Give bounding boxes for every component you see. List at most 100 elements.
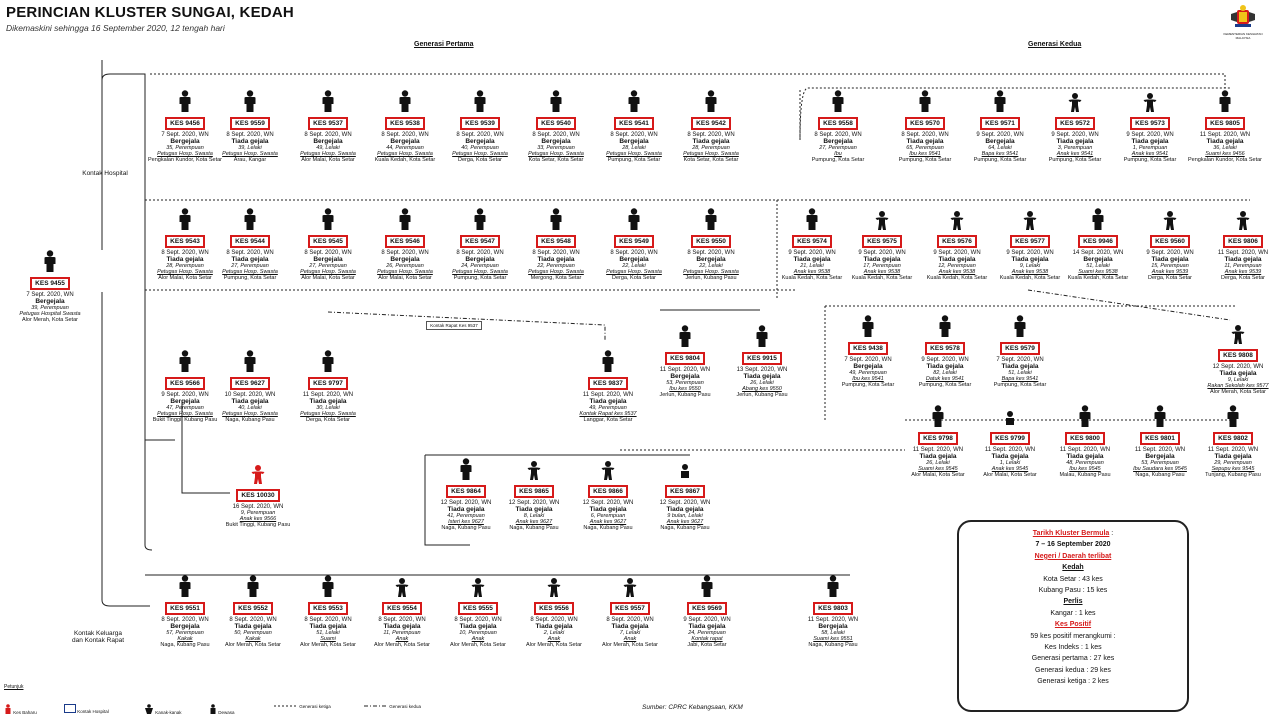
- case-node[interactable]: KES 9569 9 Sept. 2020, WN Tiada gejala 24, …: [657, 575, 757, 649]
- case-node[interactable]: KES 9537 8 Sept. 2020, WN Bergejala 49, Lel…: [278, 90, 378, 164]
- case-node[interactable]: KES 9571 9 Sept. 2020, WN Bergejala 64, Lel…: [950, 90, 1050, 164]
- case-node[interactable]: KES 10030 16 Sept. 2020, WN 9, Perempuan An…: [208, 462, 308, 529]
- case-date: 7 Sept. 2020, WN: [161, 132, 209, 138]
- case-node[interactable]: KES 9574 9 Sept. 2020, WN Tiada gejala 21, …: [762, 208, 862, 282]
- case-node[interactable]: KES 9538 8 Sept. 2020, WN Bergejala 44, Per…: [355, 90, 455, 164]
- case-node[interactable]: KES 9570 8 Sept. 2020, WN Tiada gejala 65, …: [875, 90, 975, 164]
- adult-icon: [244, 350, 256, 372]
- case-node[interactable]: KES 9806 11 Sept. 2020, WN Tiada gejala 11,…: [1193, 208, 1280, 282]
- case-node[interactable]: KES 9801 11 Sept. 2020, WN Bergejala 53, Pe…: [1110, 405, 1210, 479]
- case-info: 9, Lelaki: [1227, 377, 1249, 383]
- adult-icon: [179, 208, 191, 230]
- case-node[interactable]: KES 9576 9 Sept. 2020, WN Tiada gejala 12, …: [907, 208, 1007, 282]
- child-icon: [471, 578, 485, 597]
- case-node[interactable]: KES 9456 7 Sept. 2020, WN Bergejala 35, Per…: [135, 90, 235, 164]
- case-node[interactable]: KES 9547 8 Sept. 2020, WN Bergejala 24, Per…: [430, 208, 530, 282]
- case-info: 27, Perempuan: [309, 263, 347, 269]
- case-node[interactable]: KES 9946 14 Sept. 2020, WN Bergejala 51, Le…: [1048, 208, 1148, 282]
- case-node[interactable]: KES 9578 9 Sept. 2020, WN Tiada gejala 82, …: [895, 315, 995, 389]
- case-node[interactable]: KES 9558 8 Sept. 2020, WN Bergejala 27, Per…: [788, 90, 888, 164]
- case-node[interactable]: KES 9802 11 Sept. 2020, WN Tiada gejala 29,…: [1183, 405, 1280, 479]
- case-node[interactable]: KES 9560 9 Sept. 2020, WN Tiada gejala 15, …: [1120, 208, 1220, 282]
- case-location: Malau, Kubang Pasu: [1059, 472, 1111, 478]
- case-node[interactable]: KES 9546 8 Sept. 2020, WN Bergejala 26, Per…: [355, 208, 455, 282]
- case-node[interactable]: KES 9577 9 Sept. 2020, WN Tiada gejala 9, L…: [980, 208, 1080, 282]
- case-status: Tiada gejala: [515, 506, 553, 513]
- case-info: 17, Perempuan: [863, 263, 901, 269]
- case-node[interactable]: KES 9808 12 Sept. 2020, WN Tiada gejala 9, …: [1188, 322, 1280, 396]
- case-node[interactable]: KES 9837 11 Sept. 2020, WN Tiada gejala 49,…: [558, 350, 658, 424]
- case-node[interactable]: KES 9548 8 Sept. 2020, WN Tiada gejala 22, …: [506, 208, 606, 282]
- case-label: KES 9570: [905, 117, 945, 130]
- case-node[interactable]: KES 9554 8 Sept. 2020, WN Tiada gejala 11, …: [352, 575, 452, 649]
- case-relation: Suami kes 9545: [918, 466, 958, 472]
- case-node[interactable]: KES 9867 12 Sept. 2020, WN Tiada gejala 9 b…: [635, 458, 735, 532]
- case-location: Kuala Kedah, Kota Setar: [851, 275, 913, 281]
- case-location: Jerlun, Kubang Pasu: [685, 275, 737, 281]
- case-relation: Anak kes 9538: [863, 269, 901, 275]
- case-node[interactable]: KES 9798 11 Sept. 2020, WN Tiada gejala 26,…: [888, 405, 988, 479]
- case-node[interactable]: KES 9559 8 Sept. 2020, WN Tiada gejala 39, …: [200, 90, 300, 164]
- case-date: 8 Sept. 2020, WN: [226, 132, 274, 138]
- child-icon: [601, 461, 615, 480]
- case-status: Bergejala: [985, 138, 1015, 145]
- case-relation: Kontak rapat: [691, 636, 723, 642]
- case-node[interactable]: KES 9803 11 Sept. 2020, WN Bergejala 58, Le…: [783, 575, 883, 649]
- case-date: 8 Sept. 2020, WN: [814, 132, 862, 138]
- case-node[interactable]: KES 9552 8 Sept. 2020, WN Tiada gejala 50, …: [203, 575, 303, 649]
- case-date: 8 Sept. 2020, WN: [606, 617, 654, 623]
- case-node[interactable]: KES 9542 8 Sept. 2020, WN Tiada gejala 28, …: [661, 90, 761, 164]
- case-date: 8 Sept. 2020, WN: [161, 617, 209, 623]
- case-node[interactable]: KES 9438 7 Sept. 2020, WN Bergejala 49, Per…: [818, 315, 918, 389]
- case-node[interactable]: KES 9540 8 Sept. 2020, WN Bergejala 33, Per…: [506, 90, 606, 164]
- case-node[interactable]: KES 9800 11 Sept. 2020, WN Tiada gejala 48,…: [1035, 405, 1135, 479]
- case-label: KES 9554: [382, 602, 422, 615]
- case-node[interactable]: KES 9864 12 Sept. 2020, WN Tiada gejala 41,…: [416, 458, 516, 532]
- case-node[interactable]: KES 9865 12 Sept. 2020, WN Tiada gejala 8, …: [484, 458, 584, 532]
- case-node[interactable]: KES 9557 8 Sept. 2020, WN Tiada gejala 7, L…: [580, 575, 680, 649]
- case-label: KES 9572: [1055, 117, 1095, 130]
- case-status: Bergejala: [1083, 256, 1113, 263]
- case-node[interactable]: KES 9556 8 Sept. 2020, WN Tiada gejala 2, L…: [504, 575, 604, 649]
- case-date: 11 Sept. 2020, WN: [659, 367, 711, 373]
- case-node[interactable]: KES 9541 8 Sept. 2020, WN Bergejala 28, Lel…: [584, 90, 684, 164]
- index-case-node[interactable]: KES 9455 7 Sept. 2020, WN Bergejala 39, …: [0, 250, 100, 324]
- case-status: Tiada gejala: [938, 256, 976, 263]
- case-label: KES 9837: [588, 377, 628, 390]
- case-node[interactable]: KES 9575 9 Sept. 2020, WN Tiada gejala 17, …: [832, 208, 932, 282]
- case-node[interactable]: KES 9553 8 Sept. 2020, WN Tiada gejala 51, …: [278, 575, 378, 649]
- case-node[interactable]: KES 9799 11 Sept. 2020, WN Tiada gejala 1, …: [960, 405, 1060, 479]
- case-relation: Petugas Hosp. Swasta: [157, 269, 213, 275]
- adult-icon: [939, 315, 951, 337]
- case-node[interactable]: KES 9573 9 Sept. 2020, WN Tiada gejala 1, P…: [1100, 90, 1200, 164]
- case-relation: Anak kes 9566: [239, 516, 277, 522]
- case-location: Pumpung, Kota Setar: [811, 157, 865, 163]
- case-node[interactable]: KES 9543 8 Sept. 2020, WN Tiada gejala 28, …: [135, 208, 235, 282]
- case-status: Tiada gejala: [1131, 138, 1169, 145]
- case-node[interactable]: KES 9804 11 Sept. 2020, WN Bergejala 53, Pe…: [635, 325, 735, 399]
- case-status: Tiada gejala: [611, 623, 649, 630]
- case-date: 11 Sept. 2020, WN: [1199, 132, 1251, 138]
- summary-kedah-line2: Kubang Pasu : 15 kes: [1038, 587, 1108, 595]
- case-node[interactable]: KES 9866 12 Sept. 2020, WN Tiada gejala 6, …: [558, 458, 658, 532]
- case-node[interactable]: KES 9579 7 Sept. 2020, WN Tiada gejala 51, …: [970, 315, 1070, 389]
- case-node[interactable]: KES 9797 11 Sept. 2020, WN Tiada gejala 30,…: [278, 350, 378, 424]
- case-node[interactable]: KES 9544 8 Sept. 2020, WN Tiada gejala 27, …: [200, 208, 300, 282]
- case-node[interactable]: KES 9915 13 Sept. 2020, WN Tiada gejala 26,…: [712, 325, 812, 399]
- case-node[interactable]: KES 9572 9 Sept. 2020, WN Tiada gejala 3, P…: [1025, 90, 1125, 164]
- case-relation: Petugas Hosp. Swasta: [157, 151, 213, 157]
- case-relation: Isteri kes 9627: [448, 519, 484, 525]
- case-node[interactable]: KES 9551 8 Sept. 2020, WN Bergejala 57, Per…: [135, 575, 235, 649]
- case-status: Tiada gejala: [1214, 453, 1252, 460]
- case-node[interactable]: KES 9566 9 Sept. 2020, WN Bergejala 47, Per…: [135, 350, 235, 424]
- case-node[interactable]: KES 9555 8 Sept. 2020, WN Tiada gejala 10, …: [428, 575, 528, 649]
- case-label: KES 9537: [308, 117, 348, 130]
- case-info: 82, Lelaki: [933, 370, 957, 376]
- case-node[interactable]: KES 9550 8 Sept. 2020, WN Bergejala 22, Lel…: [661, 208, 761, 282]
- case-node[interactable]: KES 9549 8 Sept. 2020, WN Bergejala 22, Lel…: [584, 208, 684, 282]
- case-info: 9, Perempuan: [240, 510, 276, 516]
- case-node[interactable]: KES 9539 8 Sept. 2020, WN Bergejala 40, Per…: [430, 90, 530, 164]
- case-node[interactable]: KES 9805 11 Sept. 2020, WN Tiada gejala 36,…: [1175, 90, 1275, 164]
- case-node[interactable]: KES 9627 10 Sept. 2020, WN Tiada gejala 40,…: [200, 350, 300, 424]
- case-node[interactable]: KES 9545 8 Sept. 2020, WN Bergejala 27, Per…: [278, 208, 378, 282]
